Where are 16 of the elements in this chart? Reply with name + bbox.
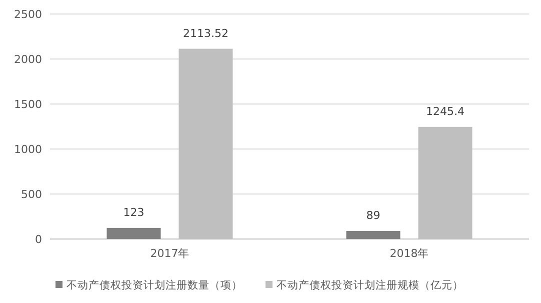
y-tick-label: 2500: [14, 8, 42, 21]
y-tick-label: 0: [35, 232, 42, 246]
x-tick-label: 2018年: [390, 247, 429, 260]
data-label: 123: [123, 206, 144, 219]
bar: [106, 228, 161, 239]
y-tick-label: 2000: [14, 52, 42, 66]
y-tick-label: 500: [21, 188, 42, 201]
data-label: 89: [366, 208, 380, 222]
legend-label: 不动产债权投资计划注册数量（项）: [66, 278, 242, 292]
y-tick-label: 1000: [14, 142, 42, 156]
legend-label: 不动产债权投资计划注册规模（亿元）: [276, 278, 464, 292]
data-label: 2113.52: [183, 26, 228, 40]
data-label: 1245.4: [426, 104, 464, 118]
y-tick-label: 1500: [14, 98, 42, 111]
bar: [346, 230, 400, 239]
x-tick-label: 2017年: [150, 247, 190, 260]
